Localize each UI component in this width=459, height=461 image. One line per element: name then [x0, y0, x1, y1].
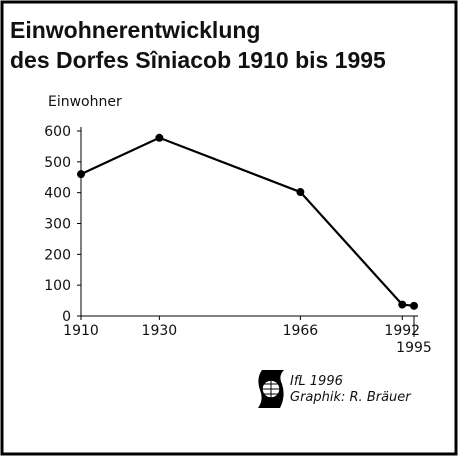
credit: Graphik: R. Bräuer	[290, 390, 412, 405]
credit: IfL 1996	[290, 374, 343, 389]
x-tick-label: 1966	[283, 323, 319, 339]
y-tick-label: 200	[44, 247, 71, 263]
y-tick-label: 0	[62, 309, 71, 325]
y-tick-label: 400	[44, 186, 71, 202]
x-tick-label: 1930	[142, 323, 178, 339]
data-point	[77, 170, 85, 179]
data-point	[155, 133, 164, 142]
y-tick-label: 100	[44, 278, 71, 294]
data-point	[410, 301, 418, 310]
x-tick-label: 1992	[384, 323, 420, 339]
data-point	[398, 300, 407, 309]
logo	[258, 370, 284, 408]
data-point	[296, 188, 305, 197]
chart-title-line: Einwohnerentwicklung	[10, 17, 260, 43]
x-tick-label: 1910	[63, 323, 99, 339]
y-tick-label: 600	[44, 124, 71, 140]
y-axis-label: Einwohner	[48, 94, 122, 110]
y-tick-label: 500	[44, 155, 71, 171]
x-tick-label: 1995	[396, 340, 432, 356]
y-tick-label: 300	[44, 217, 71, 233]
chart-title-line: des Dorfes Sîniacob 1910 bis 1995	[10, 47, 386, 73]
